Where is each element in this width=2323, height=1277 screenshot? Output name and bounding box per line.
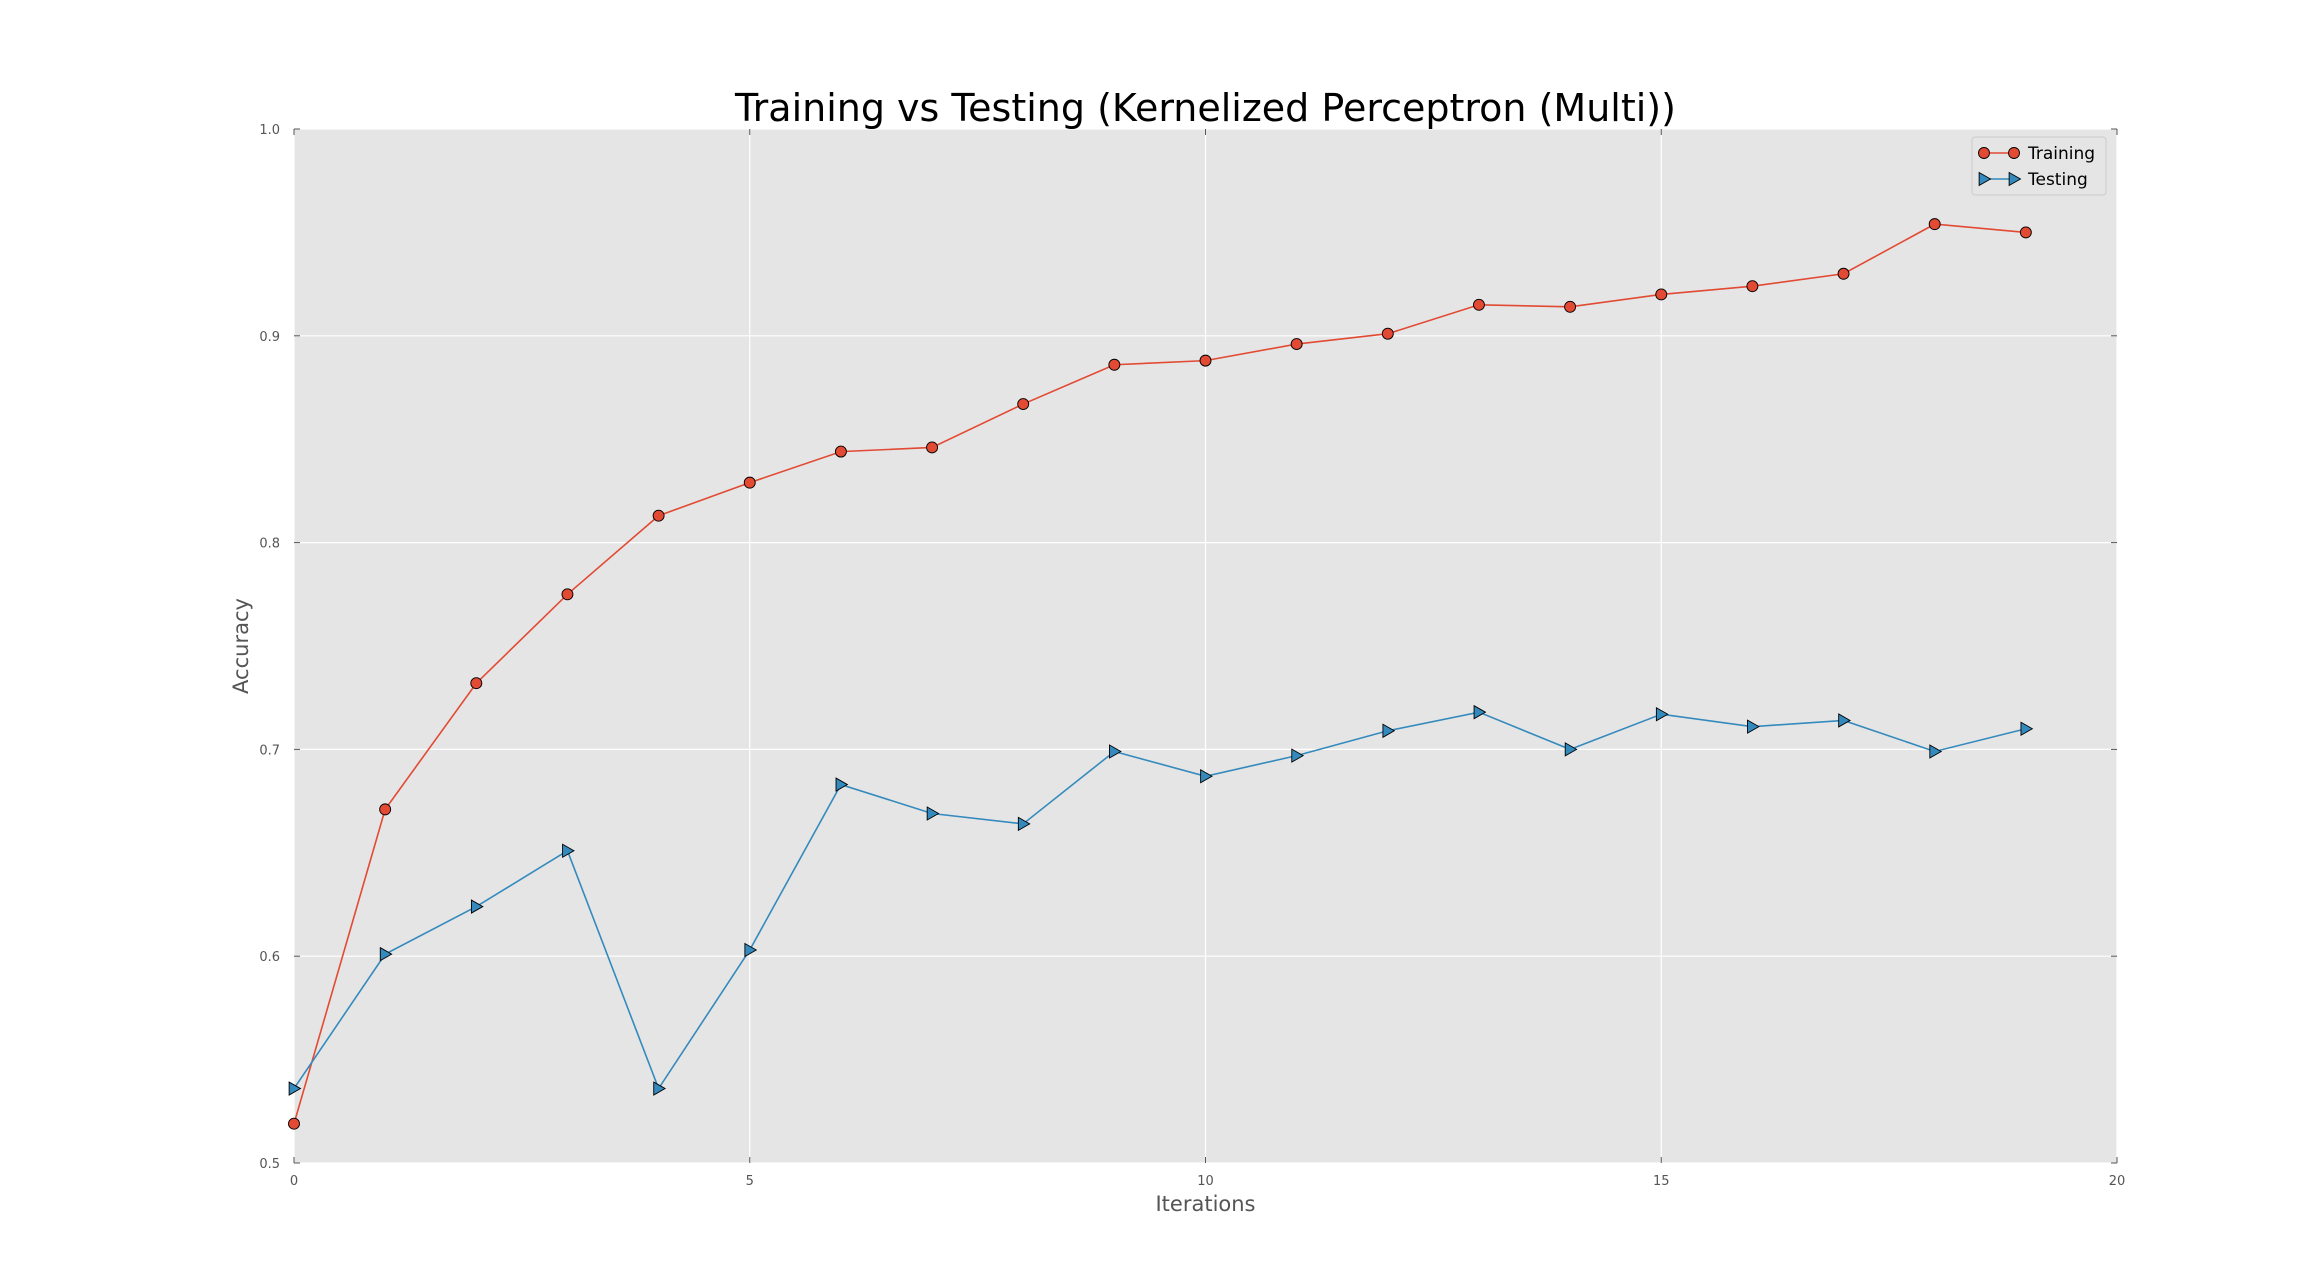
training-point [1199,354,1212,367]
training-point [1017,398,1030,410]
series-testing [288,704,2034,1096]
testing-line [293,711,2027,1091]
testing-point [1838,713,1851,728]
training-point [288,1117,300,1130]
legend-training-marker-end [2008,147,2020,159]
training-point [1746,280,1759,293]
series-training [288,218,2032,1130]
legend-training-label: Training [2027,144,2095,164]
y-tick-label: 0.7 [259,743,280,758]
testing-point [744,942,758,958]
testing-point [1200,769,1213,784]
training-point [1837,267,1850,280]
y-tick-label: 0.6 [259,950,280,965]
testing-point [653,1081,667,1096]
y-tick-label: 0.5 [259,1157,280,1172]
data-series [288,218,2034,1130]
y-tick-label: 0.8 [259,537,280,552]
legend-box [1971,136,2107,196]
testing-point [1109,744,1122,759]
x-tick-label: 15 [1653,1174,1670,1189]
testing-point [562,843,575,859]
testing-point [1655,706,1669,722]
training-point [834,445,847,458]
testing-point [1747,719,1760,734]
x-tick-label: 0 [290,1174,298,1189]
legend-testing-label: Testing [2027,170,2088,190]
y-axis-label: Accuracy [229,598,253,694]
testing-point [379,946,393,962]
legend: Training Testing [1971,136,2107,196]
training-point [561,588,574,601]
training-point [1655,288,1668,301]
training-point [1928,218,1941,231]
testing-point [1291,748,1305,763]
x-tick-label: 5 [746,1174,754,1189]
testing-point [1473,704,1487,720]
training-point [1108,358,1121,371]
testing-point [1564,742,1578,757]
testing-point [1017,816,1031,832]
testing-point [835,777,849,792]
training-point [1472,298,1485,311]
x-tick-label: 20 [2109,1174,2126,1189]
legend-testing-marker-start [1978,171,1992,187]
training-point [470,677,483,690]
x-axis-label: Iterations [1155,1192,1255,1216]
training-point [379,803,392,816]
legend-training-marker-start [1978,147,1990,159]
testing-point [1929,744,1943,759]
training-point [1290,338,1303,351]
training-point [1381,327,1394,340]
training-line [293,223,2026,1124]
training-point [926,441,938,454]
axis-ticks: 0 5 10 15 20 0.5 0.6 0.7 0.8 0.9 1.0 [259,123,2125,1189]
training-point [2019,226,2032,239]
legend-testing-marker-end [2008,171,2022,187]
testing-point [2020,721,2034,736]
y-tick-label: 1.0 [259,123,280,138]
training-point [652,509,665,522]
testing-point [1382,723,1396,739]
chart-title: Training vs Testing (Kernelized Perceptr… [734,86,1676,130]
testing-point [926,806,940,821]
testing-point [288,1081,302,1096]
testing-point [470,899,484,914]
x-tick-label: 10 [1197,1174,1214,1189]
y-tick-label: 0.9 [259,330,280,345]
training-point [1564,300,1577,313]
training-point [743,476,756,489]
